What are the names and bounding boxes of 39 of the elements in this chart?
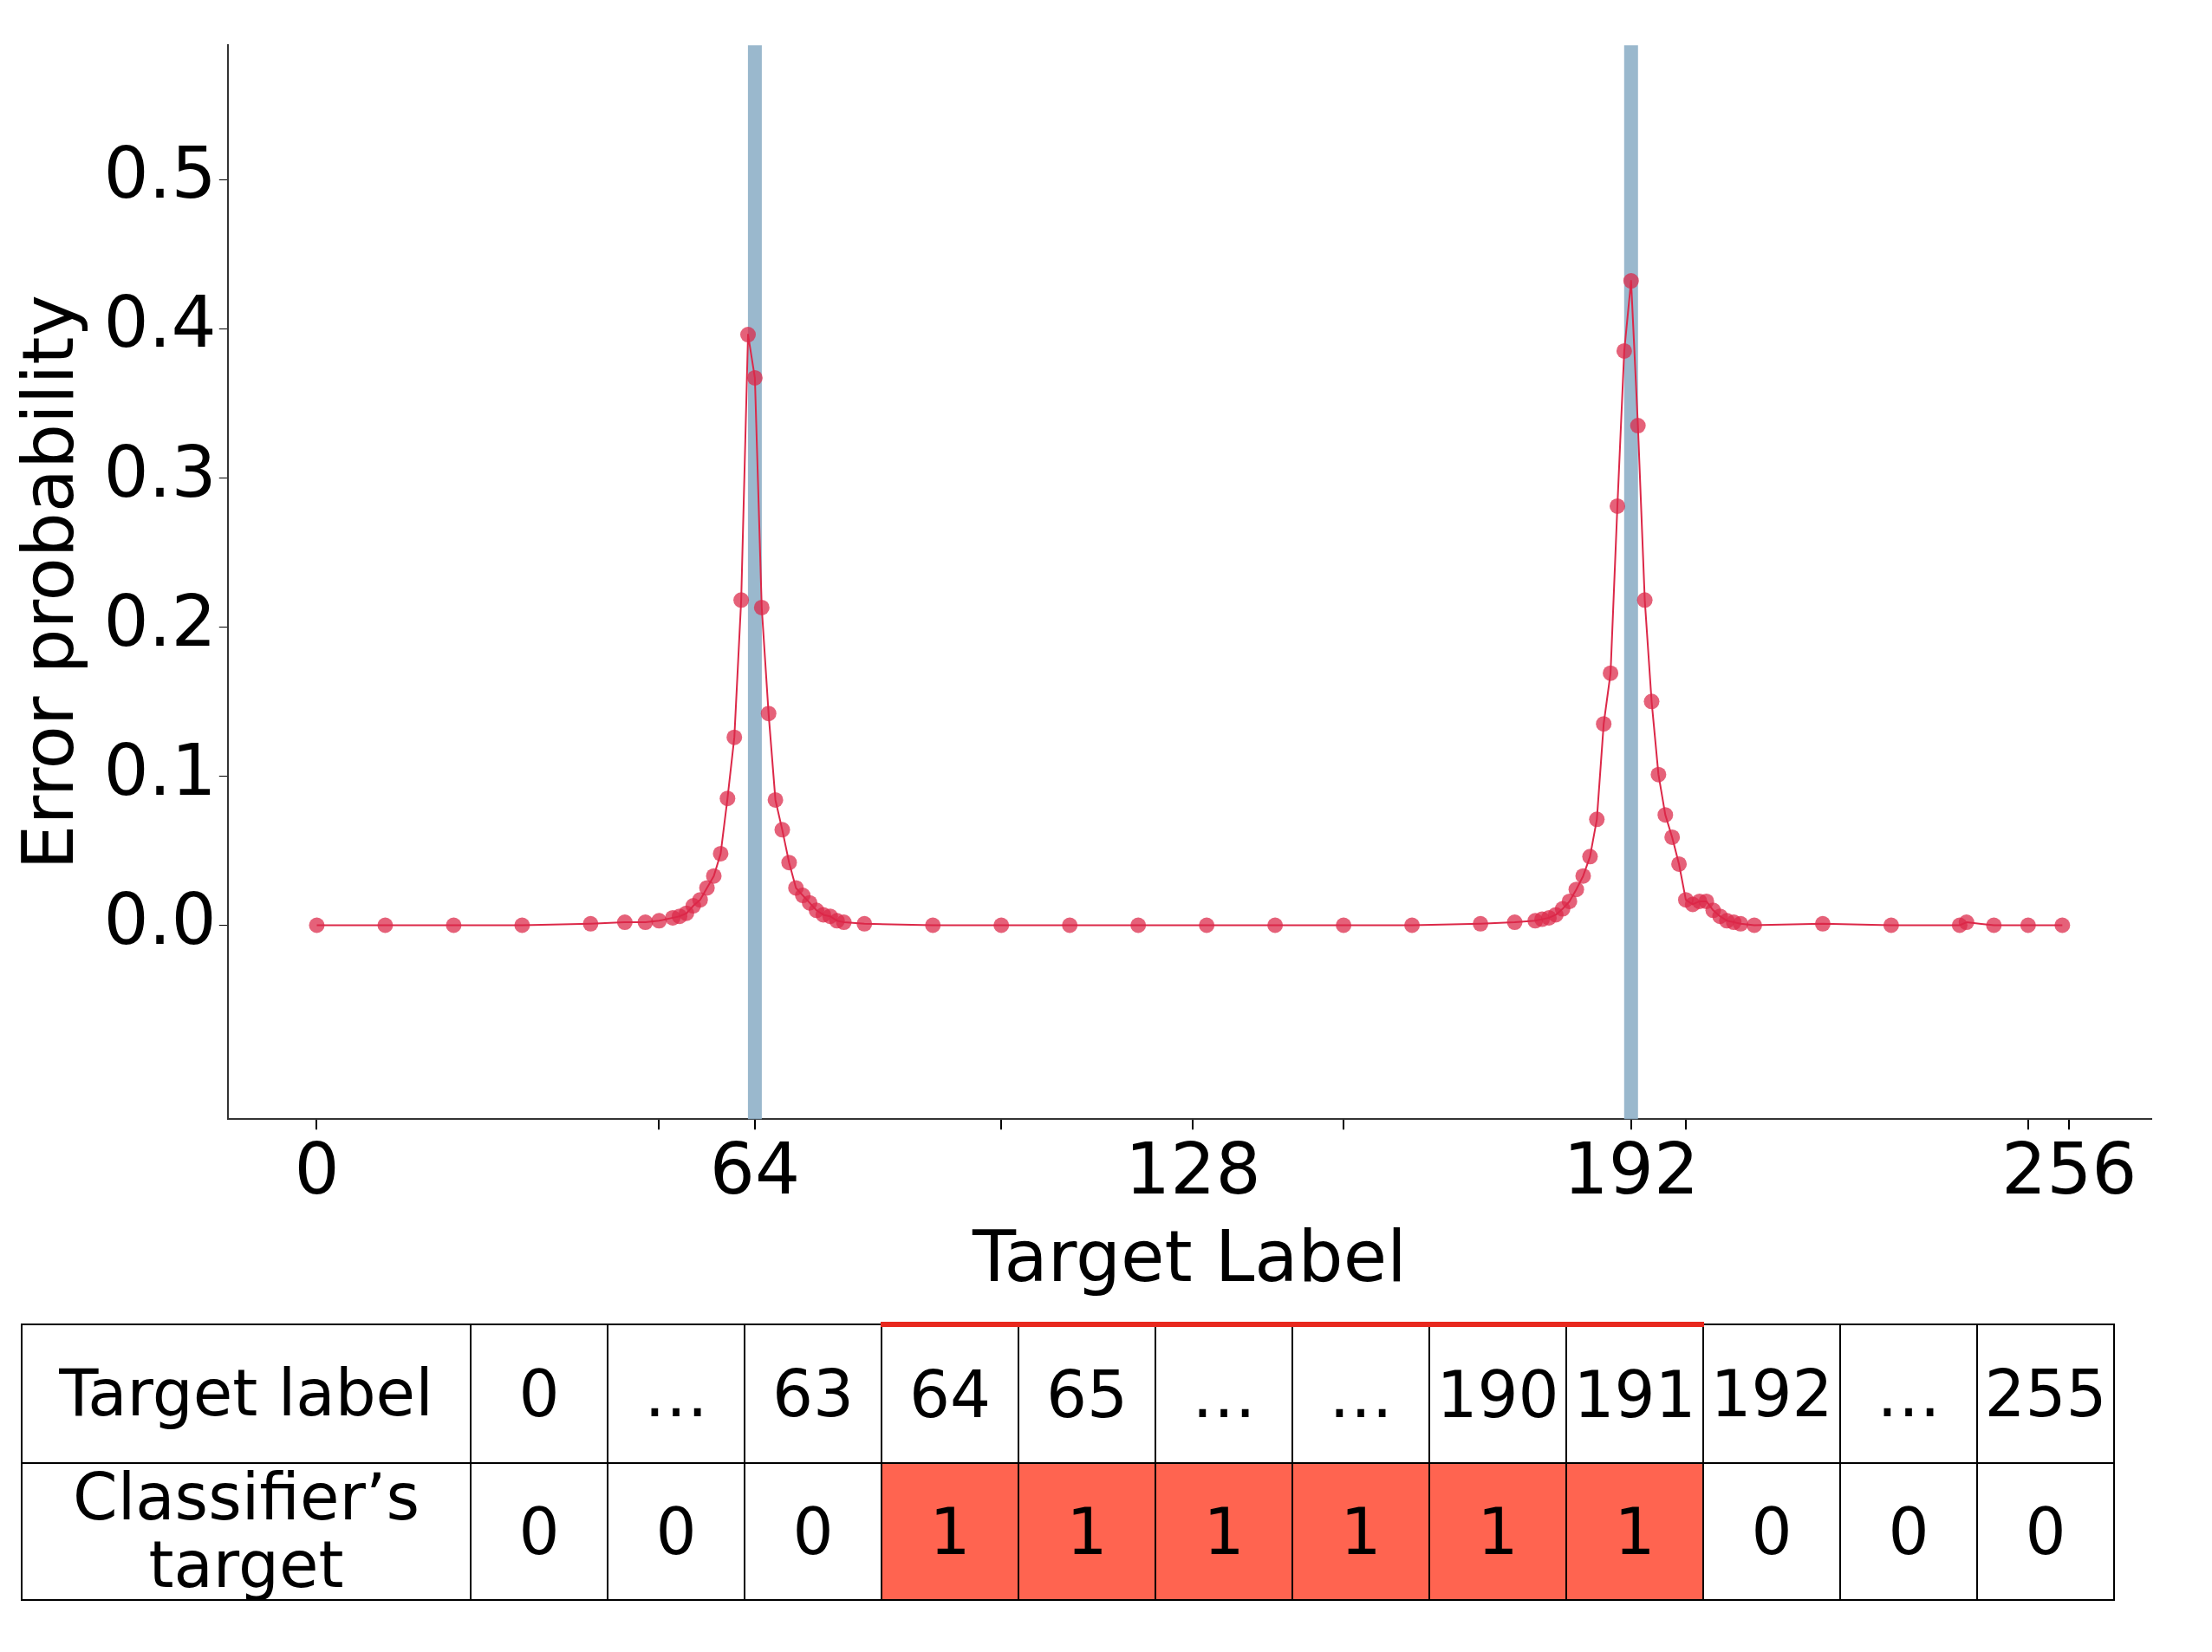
text: 0 xyxy=(608,1463,745,1600)
text: 64 xyxy=(882,1324,1018,1463)
x-tick-label: 256 xyxy=(2001,1127,2137,1210)
y-tick-label: 0.3 xyxy=(103,430,217,513)
text: … xyxy=(1840,1324,1977,1463)
text: 0 xyxy=(1840,1463,1977,1600)
text: Classifier’s target xyxy=(72,1460,420,1602)
y-tick-label: 0.1 xyxy=(103,728,217,811)
text: 1 xyxy=(1292,1463,1429,1600)
y-tick-label: 0.0 xyxy=(103,877,217,960)
text: 192 xyxy=(1703,1324,1840,1463)
text: 191 xyxy=(1566,1324,1703,1463)
text: Target label xyxy=(59,1356,433,1431)
y-tick-label: 0.5 xyxy=(103,132,217,215)
x-tick-label: 192 xyxy=(1563,1127,1700,1210)
x-axis-title: Target Label xyxy=(971,1215,1407,1298)
y-axis-title: Error probability xyxy=(7,294,90,870)
text: 0 xyxy=(471,1463,608,1600)
text: 65 xyxy=(1018,1324,1155,1463)
text: 63 xyxy=(745,1324,882,1463)
text: 0 xyxy=(745,1463,882,1600)
text: 1 xyxy=(882,1463,1018,1600)
text: … xyxy=(608,1324,745,1463)
text: 0 xyxy=(471,1324,608,1463)
text: … xyxy=(1155,1324,1292,1463)
x-tick-label: 128 xyxy=(1125,1127,1261,1210)
text: 1 xyxy=(1429,1463,1566,1600)
text: 1 xyxy=(1155,1463,1292,1600)
text: 190 xyxy=(1429,1324,1566,1463)
text: 1 xyxy=(1018,1463,1155,1600)
x-tick-label: 64 xyxy=(709,1127,801,1210)
text: 0 xyxy=(1703,1463,1840,1600)
text: … xyxy=(1292,1324,1429,1463)
y-tick-label: 0.2 xyxy=(103,579,217,662)
y-tick-label: 0.4 xyxy=(103,281,217,364)
text: 1 xyxy=(1566,1463,1703,1600)
text: 0 xyxy=(1977,1463,2114,1600)
x-tick-label: 0 xyxy=(294,1127,340,1210)
text: 255 xyxy=(1977,1324,2114,1463)
